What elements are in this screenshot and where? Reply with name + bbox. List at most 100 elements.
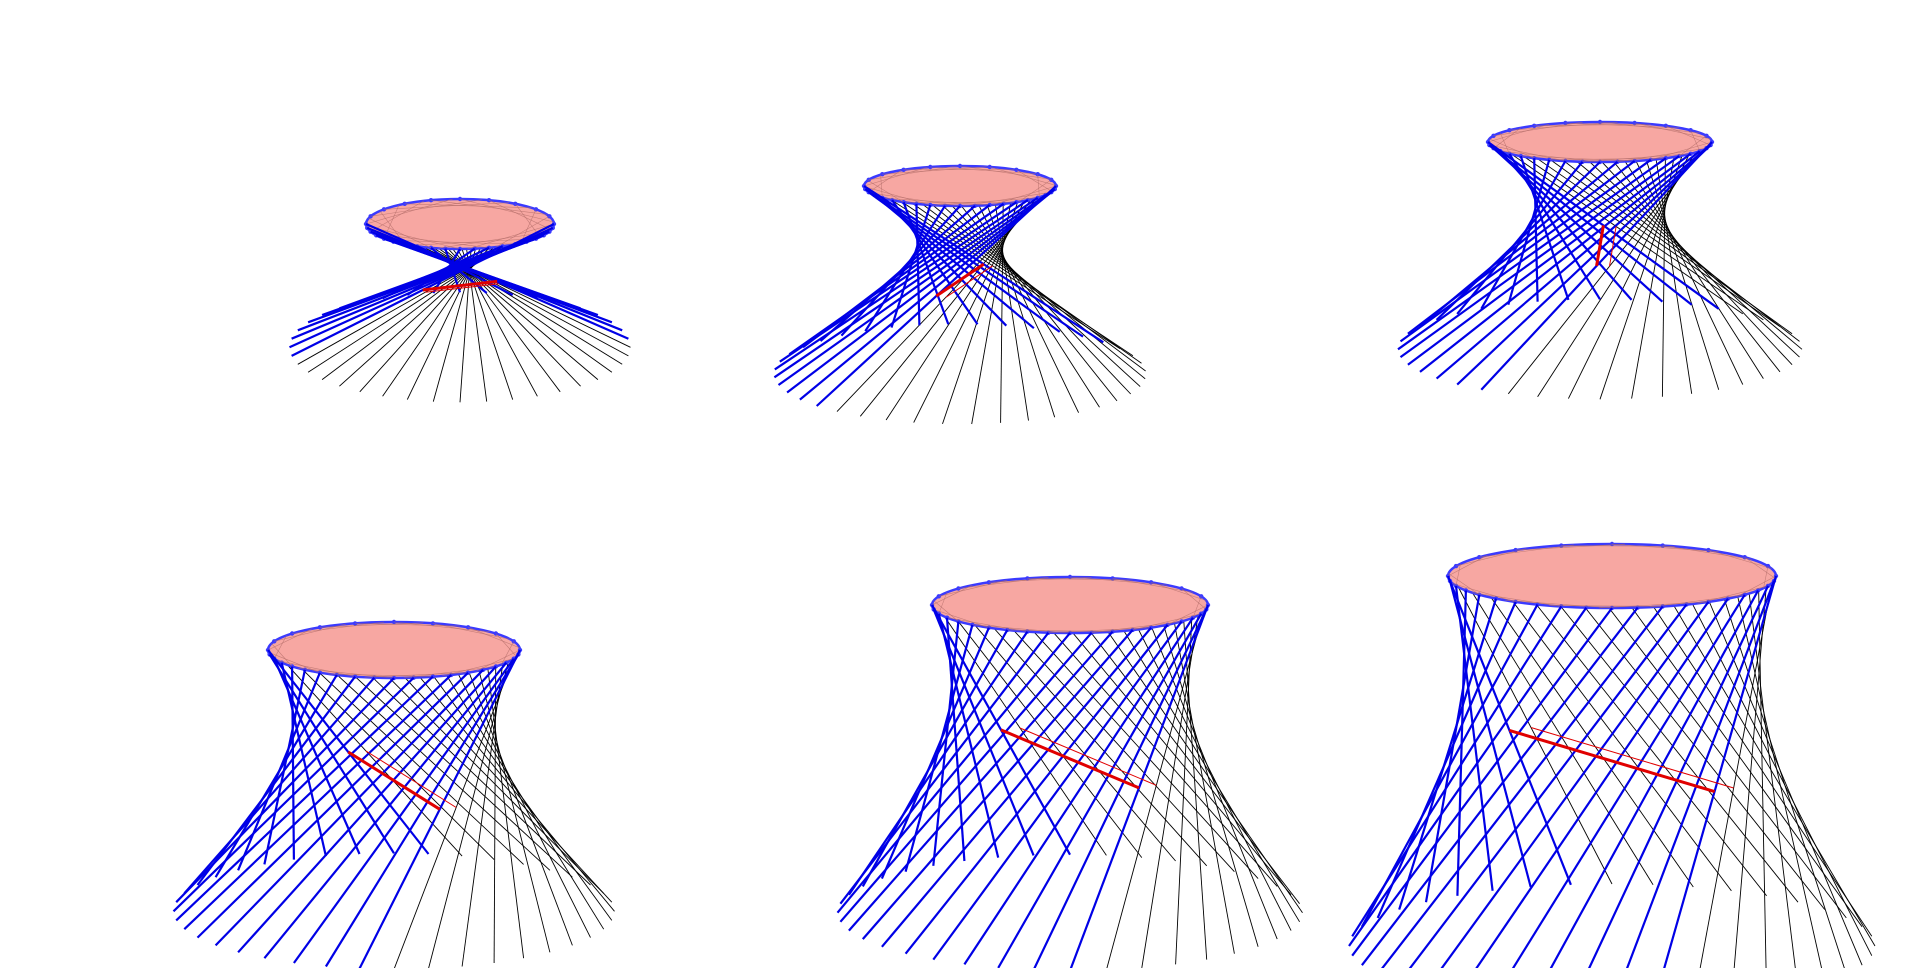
front-ruling-line	[881, 626, 1152, 948]
front-red-line	[1000, 728, 1140, 790]
front-ruling-line	[861, 629, 1134, 940]
disk-chord	[972, 624, 1071, 634]
disk-chord	[863, 186, 931, 206]
disk-chord	[475, 649, 521, 672]
front-red-line	[935, 262, 985, 298]
back-ruling-line	[432, 623, 591, 938]
front-ruling-line	[847, 630, 1029, 896]
disk-chord	[1520, 155, 1635, 162]
front-ruling-line	[1456, 144, 1712, 386]
disk-chord	[933, 600, 959, 622]
top-disk	[265, 619, 523, 681]
disk-chord	[880, 174, 883, 198]
disk-chord	[1611, 543, 1719, 552]
panel-5	[836, 574, 1303, 968]
back-ruling-line	[1650, 124, 1693, 394]
back-ruling-line	[1141, 596, 1202, 968]
disk-chord	[495, 633, 517, 657]
disk-chord	[867, 180, 904, 203]
back-ruling-line	[1699, 570, 1775, 968]
disk-chord	[1679, 135, 1707, 157]
disk-chord	[383, 202, 510, 210]
disk-chord	[1500, 150, 1601, 163]
disk-chord	[1665, 125, 1711, 146]
front-ruling-line	[432, 248, 461, 294]
front-ruling-line	[963, 617, 1194, 966]
front-ruling-line	[1454, 585, 1494, 891]
rim-marker	[317, 625, 323, 630]
disk-chord	[328, 673, 433, 677]
disk-chord	[1493, 121, 1583, 137]
front-ruling-line	[774, 199, 1029, 371]
back-ruling-line	[1515, 549, 1799, 903]
front-ruling-line	[868, 191, 1061, 333]
disk-chord	[467, 627, 520, 649]
disk-chord	[989, 166, 1057, 186]
front-ruling-line	[1397, 157, 1667, 351]
front-ruling-line	[237, 672, 321, 871]
disk-chord	[319, 622, 424, 628]
disk-chord	[1617, 147, 1707, 163]
back-ruling-line	[1727, 553, 1823, 968]
disk-chord	[1487, 123, 1550, 143]
disk-chord	[1489, 138, 1535, 159]
front-ruling-line	[175, 675, 434, 922]
front-ruling-line	[1407, 152, 1692, 366]
front-ruling-line	[214, 669, 484, 947]
front-ruling-line	[1448, 580, 1532, 888]
rim-marker	[368, 214, 373, 219]
disk-chord	[298, 667, 395, 679]
back-ruling-line	[1599, 121, 1764, 379]
disk-chord	[938, 592, 948, 614]
front-ruling-line	[263, 669, 306, 865]
front-ruling-line	[1398, 598, 1498, 910]
disk-chord	[1493, 127, 1521, 149]
disk-chord	[1697, 585, 1769, 604]
disk-chord	[267, 628, 313, 651]
front-ruling-line	[365, 222, 629, 340]
disk-chord	[1744, 556, 1776, 579]
front-ruling-line	[932, 608, 1035, 856]
front-ruling-line	[864, 205, 946, 332]
disk-chord	[1534, 123, 1651, 127]
front-ruling-line	[1348, 606, 1588, 947]
rim-marker	[352, 621, 358, 626]
front-ruling-line	[1456, 161, 1584, 315]
disk-chord	[1151, 582, 1207, 601]
disk-chord	[868, 169, 902, 193]
disk-chord	[1650, 594, 1745, 608]
disk-chord	[958, 577, 1049, 589]
back-ruling-line	[428, 641, 515, 968]
disk-chord	[1736, 575, 1777, 598]
front-red-line	[422, 279, 498, 292]
panel-1	[289, 196, 631, 403]
disk-chord	[1582, 153, 1691, 163]
disk-chord	[388, 239, 516, 245]
front-ruling-line	[293, 658, 515, 964]
disk-chord	[271, 643, 293, 667]
front-ruling-line	[1588, 585, 1769, 968]
back-ruling-line	[281, 636, 524, 865]
rim-marker	[289, 631, 295, 636]
front-ruling-line	[382, 246, 490, 300]
front-ruling-line	[1549, 589, 1760, 968]
back-ruling-line	[1744, 557, 1796, 968]
disk-chord	[501, 641, 515, 665]
disk-chord	[1499, 132, 1510, 154]
front-ruling-line	[196, 671, 469, 939]
disk-chord	[1091, 621, 1182, 633]
disk-chord	[931, 584, 973, 606]
disk-chord	[368, 217, 432, 249]
front-ruling-line	[406, 247, 476, 296]
disk-chord	[933, 609, 989, 628]
disk-chord	[884, 198, 990, 206]
disk-chord	[355, 623, 460, 627]
disk-chord	[988, 577, 1092, 583]
back-ruling-line	[1707, 549, 1845, 968]
front-red-line	[347, 750, 441, 811]
front-ruling-line	[861, 629, 1009, 887]
back-ruling-line	[1507, 138, 1711, 395]
front-ruling-line	[1475, 597, 1729, 968]
top-disk	[861, 163, 1059, 209]
rim-marker	[430, 621, 436, 626]
